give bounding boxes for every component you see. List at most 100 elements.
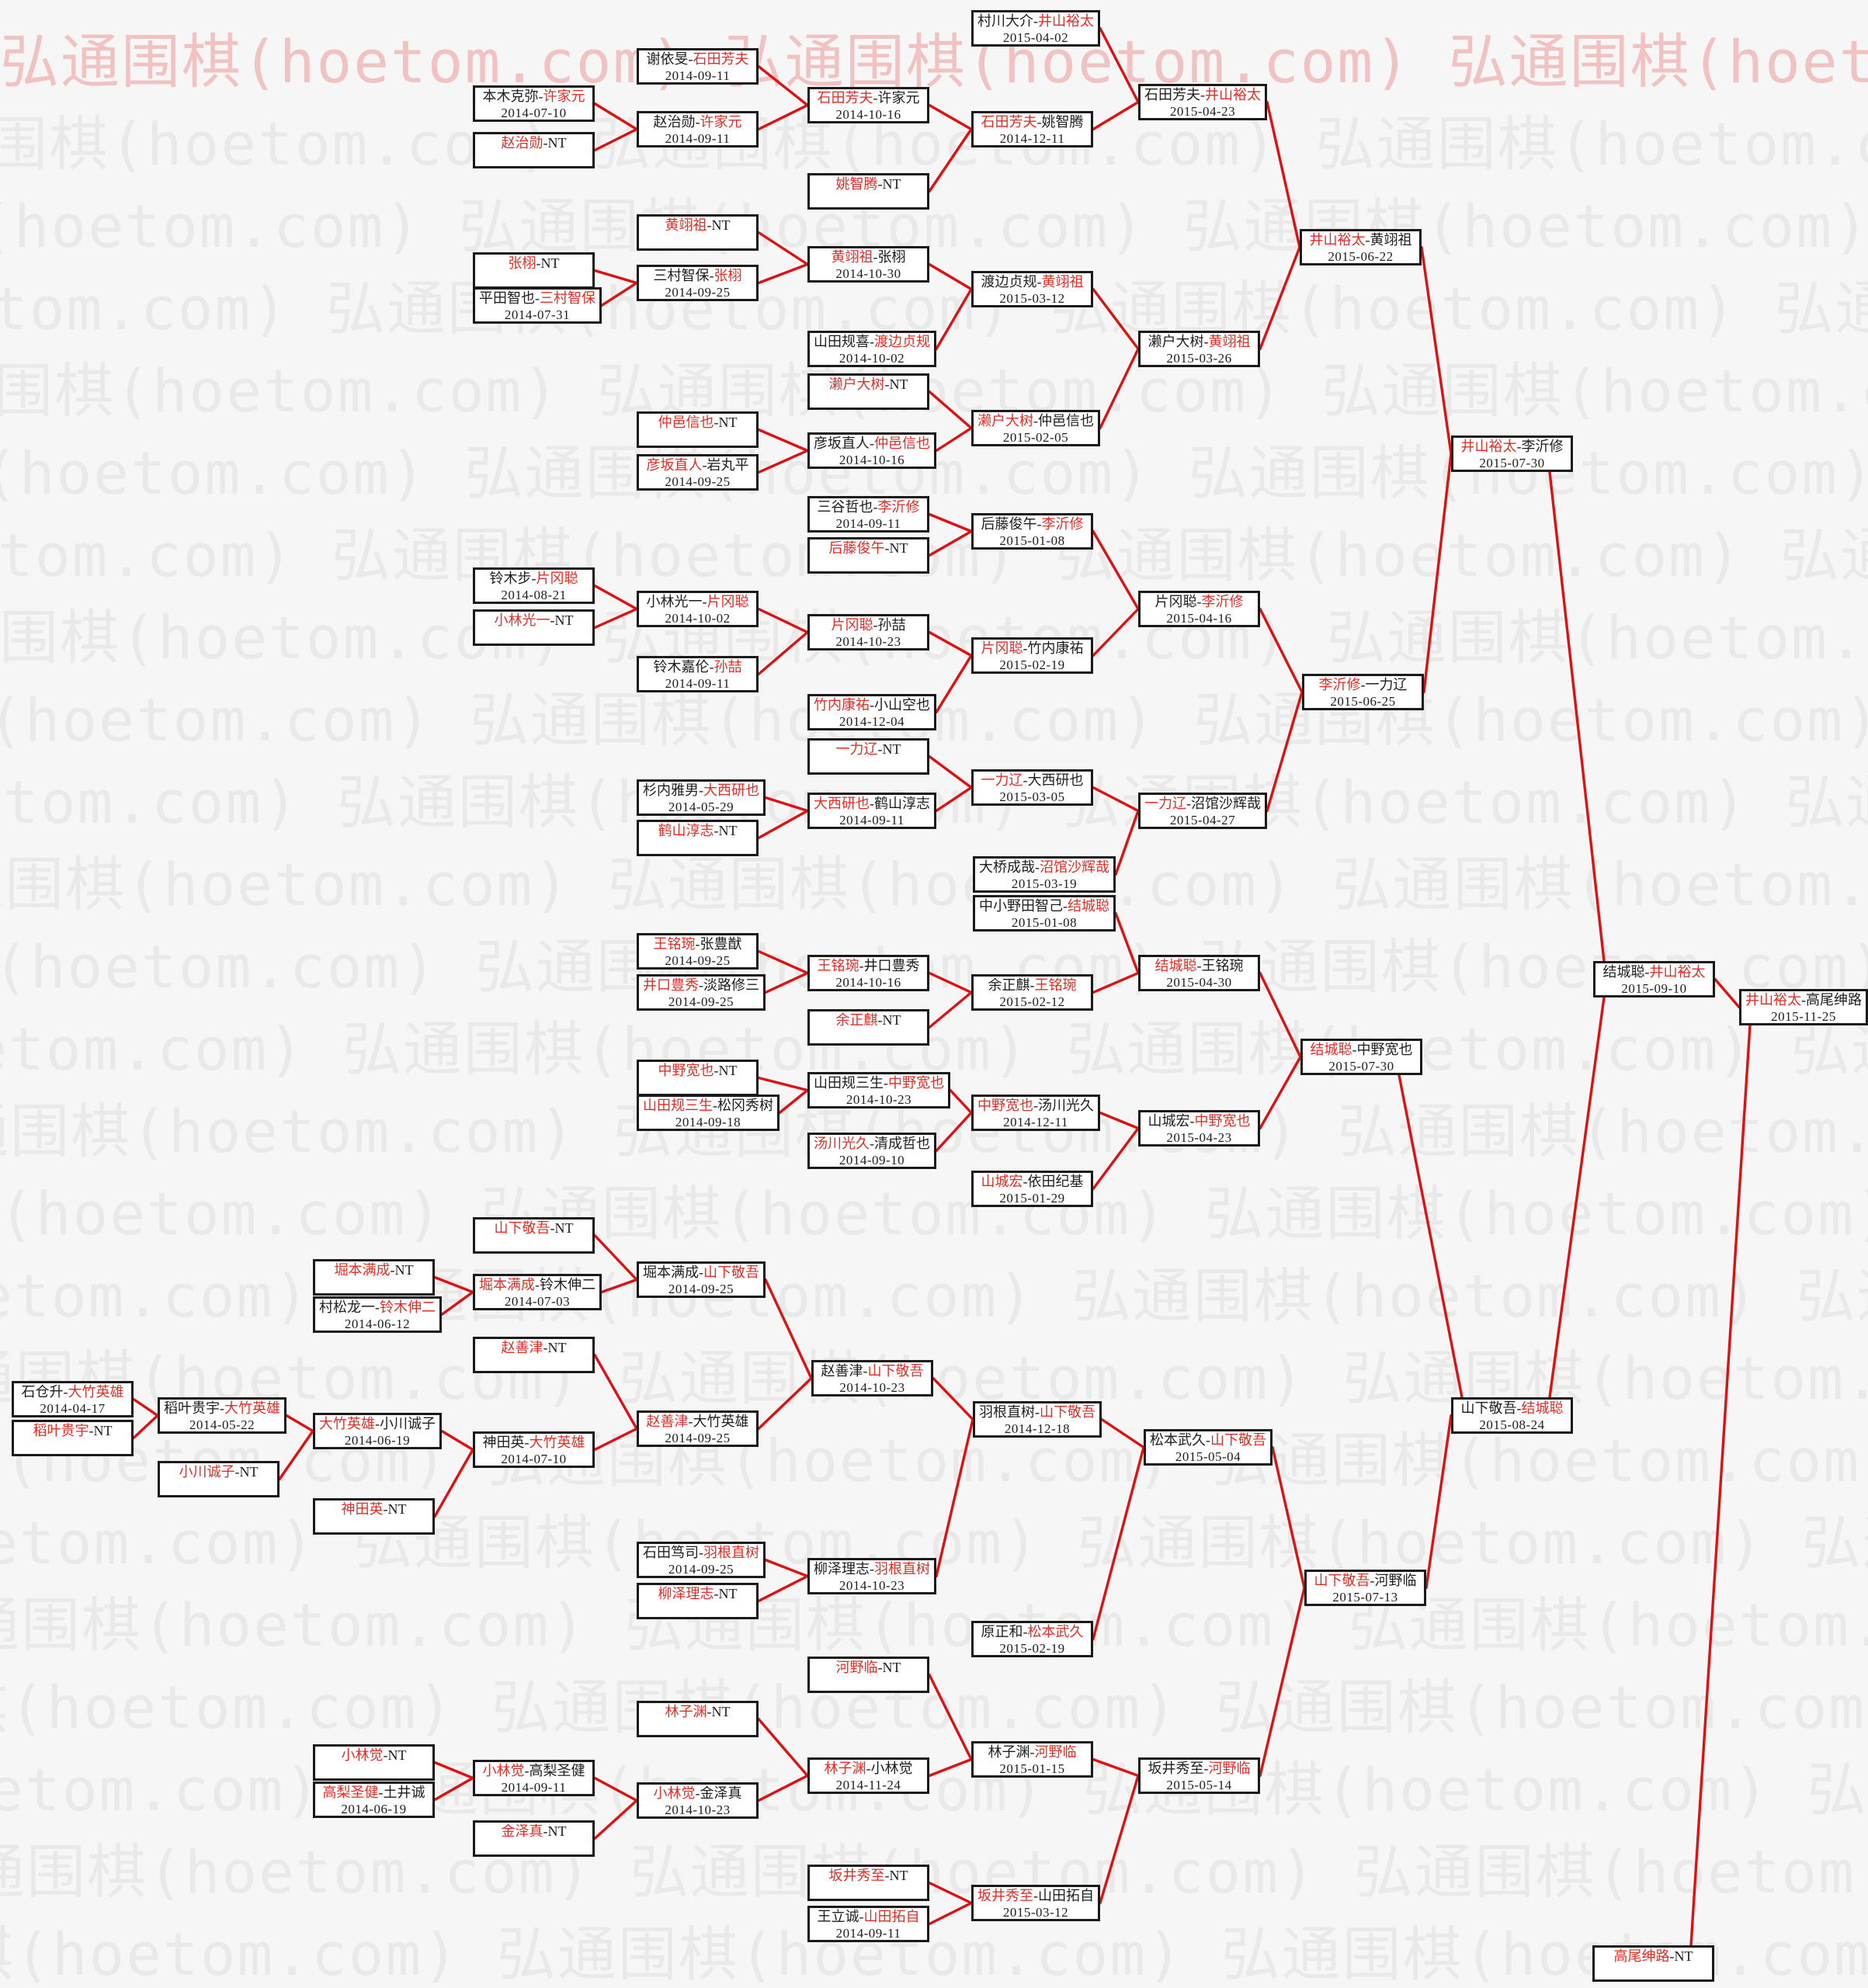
match-players: 黄翊祖-张栩 (814, 249, 923, 265)
player-name: 许家元 (543, 88, 585, 104)
player-name: 片冈聪 (981, 640, 1023, 656)
player-name: 片冈聪 (707, 594, 749, 609)
player-name: 小林光一 (494, 612, 550, 628)
match-date: 2015-06-25 (1330, 694, 1396, 709)
player-name: 石田芳夫 (817, 90, 873, 106)
match-box: 赵善津-大竹英雄 2014-09-25 (637, 1410, 759, 1447)
player-name: 松本武久 (1027, 1624, 1084, 1639)
bye-label: NT (889, 540, 908, 556)
name-separator: - (1352, 1042, 1357, 1057)
match-date: 2014-09-25 (668, 1562, 734, 1577)
match-players: 本木克弥-许家元 (479, 88, 589, 105)
match-players: 井口豊秀-淡路修三 (643, 977, 759, 994)
player-name: 张栩 (714, 268, 742, 283)
player-name: 山下敬吾 (1314, 1573, 1370, 1588)
player-name: 林子渊 (824, 1761, 866, 1776)
match-players: 井山裕太-高尾绅路 (1745, 992, 1862, 1008)
player-name: 井山裕太 (1460, 439, 1517, 454)
name-separator: - (1029, 1744, 1035, 1760)
player-name: 村松龙一 (319, 1299, 375, 1315)
match-box: 结城聪-井山裕太 2015-09-10 (1593, 961, 1715, 997)
name-separator: - (1033, 1098, 1038, 1113)
player-name: 羽根直树 (874, 1561, 930, 1577)
player-name: 李沂修 (1201, 594, 1244, 609)
connector-line (935, 1111, 973, 1153)
watermark-row: 弘通围棋(hoetom.com) 弘通围棋(hoetom.com) 弘通围棋(h… (0, 1591, 1868, 1660)
player-name: 孙喆 (714, 659, 742, 675)
connector-line (928, 1757, 973, 1778)
match-box: 片冈聪-孙喆 2014-10-23 (807, 614, 929, 651)
match-box: 林子渊-河野临 2015-01-15 (971, 1741, 1093, 1778)
match-players: 赵治勋-许家元 (643, 114, 752, 130)
player-name: 堀本满成 (643, 1265, 699, 1280)
watermark-row: 弘通围棋(hoetom.com) 弘通围棋(hoetom.com) 弘通围棋(h… (0, 1920, 1868, 1988)
connector-line (928, 755, 973, 789)
name-separator: - (378, 1785, 384, 1800)
match-date: 2014-09-11 (835, 1926, 901, 1941)
match-date: 2014-07-31 (504, 307, 571, 322)
name-separator: - (714, 415, 719, 430)
watermark-row: 弘通围棋(hoetom.com) 弘通围棋(hoetom.com) 弘通围棋(h… (0, 1261, 1868, 1331)
bye-box: 金泽真-NT (473, 1820, 595, 1857)
player-name: 渡边贞规 (874, 334, 930, 349)
match-players: 山下敬吾-河野临 (1311, 1573, 1420, 1589)
match-box: 山城宏-中野宽也 2015-04-23 (1138, 1110, 1260, 1147)
connector-line (757, 428, 809, 453)
player-name: 许家元 (877, 90, 920, 106)
player-name: 稻叶贵宇 (164, 1400, 220, 1416)
connector-line (928, 529, 973, 557)
bye-label: NT (882, 1012, 901, 1028)
player-name: 柳泽理志 (814, 1561, 870, 1577)
name-separator: - (709, 659, 714, 675)
player-name: 石仓升 (21, 1384, 64, 1400)
player-name: 竹内康祐 (1027, 640, 1084, 656)
connector-line (757, 809, 809, 840)
connector-line (1548, 996, 1606, 1399)
connector-line (764, 1278, 813, 1380)
name-separator: - (1023, 772, 1028, 788)
name-separator: - (1365, 232, 1370, 248)
match-players: 中野宽也-汤川光久 (977, 1098, 1094, 1114)
match-players: 小林光一-NT (479, 612, 589, 629)
match-players: 鹤山淳志-NT (643, 823, 752, 839)
name-separator: - (1033, 13, 1038, 29)
match-players: 一力辽-大西研也 (977, 772, 1087, 789)
match-players: 堀本满成-铃木伸二 (479, 1277, 595, 1293)
name-separator: - (550, 1220, 555, 1236)
match-players: 黄翊祖-NT (643, 217, 752, 234)
player-name: 山下敬吾 (1210, 1432, 1266, 1448)
watermark-row: 弘通围棋(hoetom.com) 弘通围棋(hoetom.com) 弘通围棋(h… (0, 932, 1868, 1001)
match-box: 黄翊祖-张栩 2014-10-30 (807, 246, 929, 283)
name-separator: - (1033, 1888, 1038, 1903)
match-date: 2015-02-19 (999, 1641, 1065, 1656)
bye-label: NT (711, 217, 731, 233)
player-name: 余正麒 (988, 977, 1030, 993)
connector-line (757, 103, 809, 131)
match-date: 2014-09-25 (665, 953, 731, 968)
match-date: 2014-12-11 (1003, 1115, 1068, 1129)
connector-line (928, 1881, 973, 1905)
player-name: 赵善津 (646, 1414, 689, 1429)
match-box: 井山裕太-李沂修 2015-07-30 (1451, 435, 1573, 472)
name-separator: - (699, 977, 703, 993)
player-name: 黄翊祖 (665, 217, 707, 233)
match-players: 神田英-NT (319, 1501, 429, 1518)
name-separator: - (1033, 413, 1038, 428)
player-name: 濑户大树 (828, 376, 885, 392)
match-box: 本木克弥-许家元 2014-07-10 (473, 85, 595, 122)
match-date: 2014-06-19 (341, 1802, 407, 1816)
name-separator: - (699, 782, 703, 798)
connector-line (1099, 347, 1140, 430)
connector-line (764, 1558, 809, 1578)
match-date: 2015-02-12 (999, 994, 1065, 1009)
match-date: 2014-10-16 (835, 107, 901, 122)
player-name: 结城聪 (1521, 1400, 1564, 1416)
connector-line (593, 1233, 638, 1282)
match-players: 三村智保-张栩 (643, 268, 752, 284)
connector-line (600, 281, 638, 307)
player-name: 山下敬吾 (867, 1363, 924, 1379)
bye-label: NT (882, 741, 901, 757)
match-players: 结城聪-井山裕太 (1599, 964, 1709, 980)
player-name: 石田芳夫 (981, 114, 1037, 130)
player-name: 金泽真 (700, 1785, 742, 1801)
